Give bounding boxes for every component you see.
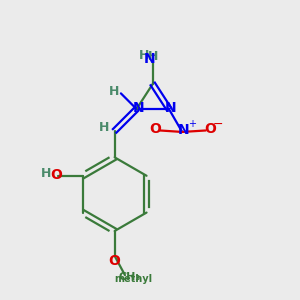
Text: O: O	[109, 254, 121, 268]
Text: H: H	[41, 167, 51, 180]
Text: −: −	[213, 118, 223, 130]
Text: O: O	[149, 122, 161, 136]
Text: methyl: methyl	[114, 274, 152, 284]
Text: CH₃: CH₃	[118, 272, 140, 282]
Text: N: N	[143, 52, 155, 66]
Text: H: H	[109, 85, 120, 98]
Text: +: +	[188, 119, 196, 129]
Text: O: O	[205, 122, 216, 136]
Text: H: H	[99, 122, 110, 134]
Text: N: N	[133, 100, 145, 115]
Text: N: N	[178, 124, 190, 137]
Text: H: H	[139, 49, 149, 62]
Text: H: H	[148, 50, 158, 63]
Text: O: O	[50, 168, 62, 182]
Text: N: N	[165, 100, 176, 115]
